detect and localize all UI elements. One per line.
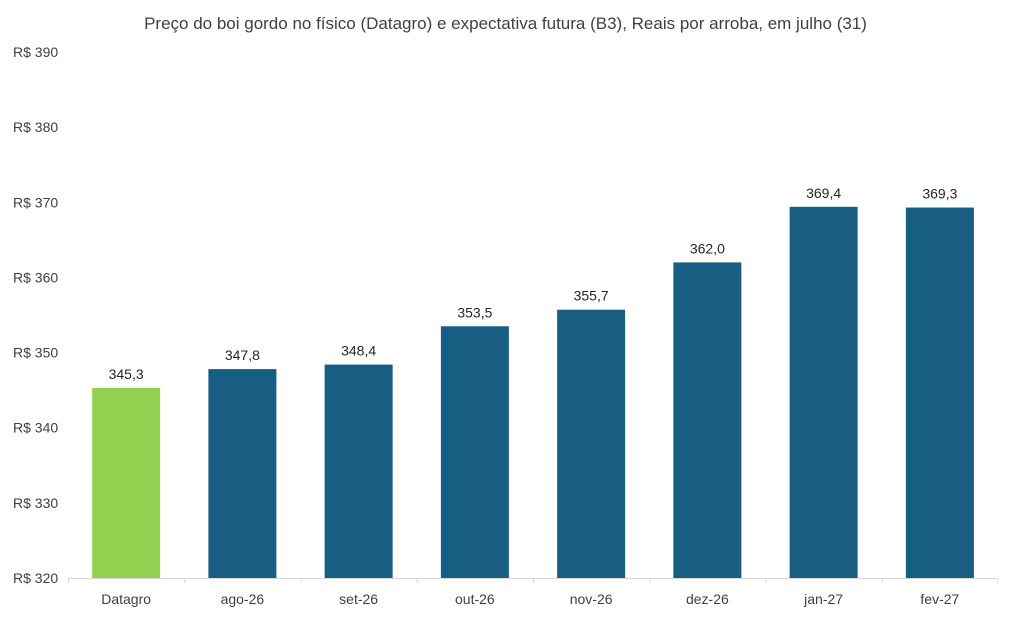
- x-tick-label: set-26: [339, 591, 378, 607]
- bar: [324, 364, 393, 578]
- x-tick-label: dez-26: [686, 591, 729, 607]
- x-tick-label: jan-27: [803, 591, 843, 607]
- x-tick-label: nov-26: [570, 591, 613, 607]
- y-tick-label: R$ 320: [13, 570, 58, 586]
- x-tick-label: ago-26: [221, 591, 265, 607]
- y-tick-label: R$ 360: [13, 269, 58, 285]
- y-tick-label: R$ 350: [13, 345, 58, 361]
- bar: [557, 309, 626, 578]
- data-label: 369,4: [806, 185, 841, 201]
- x-tick-label: out-26: [455, 591, 495, 607]
- data-label: 362,0: [690, 240, 725, 256]
- y-tick-label: R$ 330: [13, 495, 58, 511]
- data-label: 353,5: [457, 304, 492, 320]
- data-label: 347,8: [225, 347, 260, 363]
- y-tick-label: R$ 370: [13, 194, 58, 210]
- x-tick-label: Datagro: [101, 591, 151, 607]
- bar: [905, 207, 974, 578]
- bar: [789, 206, 858, 578]
- data-label: 345,3: [109, 366, 144, 382]
- chart-title: Preço do boi gordo no físico (Datagro) e…: [144, 14, 867, 33]
- data-label: 348,4: [341, 343, 376, 359]
- bar: [440, 326, 509, 578]
- data-label: 355,7: [574, 288, 609, 304]
- bar: [92, 387, 161, 578]
- data-label: 369,3: [922, 186, 957, 202]
- y-tick-label: R$ 340: [13, 420, 58, 436]
- y-tick-label: R$ 390: [13, 44, 58, 60]
- y-tick-label: R$ 380: [13, 119, 58, 135]
- bar: [673, 262, 742, 578]
- bar: [208, 369, 277, 578]
- x-tick-label: fev-27: [920, 591, 959, 607]
